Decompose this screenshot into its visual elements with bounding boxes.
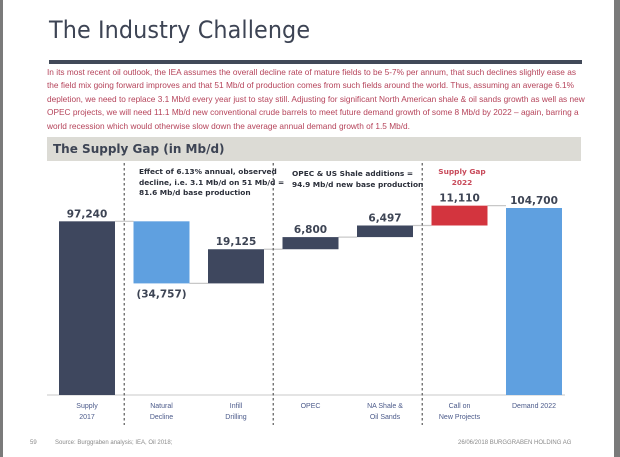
category-label: Decline — [150, 414, 173, 421]
section-header: The Supply Gap (in Mb/d) — [47, 137, 581, 161]
category-label: Natural — [150, 403, 173, 410]
category-label: Infill — [230, 403, 243, 410]
bar-call-on-new-projects — [431, 205, 488, 226]
bar-infill-drilling — [208, 249, 264, 284]
intro-paragraph: In its most recent oil outlook, the IEA … — [47, 67, 585, 131]
category-label: New Projects — [439, 414, 481, 421]
source-note: Source: Burggraben analysis; IEA, Oil 20… — [55, 440, 173, 446]
annotation-additions: OPEC & US Shale additions = 94.9 Mb/d ne… — [292, 169, 424, 189]
bar-na-shale-oil-sands — [357, 225, 413, 238]
category-label: Oil Sands — [370, 414, 401, 421]
footer-date-company: 26/06/2018 BURGGRABEN HOLDING AG — [458, 440, 572, 446]
data-label: 19,125 — [216, 236, 257, 248]
data-label: (34,757) — [136, 288, 186, 300]
annotation-decline: Effect of 6.13% annual, observed decline… — [139, 167, 285, 197]
data-label: 97,240 — [67, 208, 108, 220]
data-label: 104,700 — [510, 195, 558, 207]
slide-page: The Industry Challenge In its most recen… — [3, 0, 614, 457]
bar-demand-2022 — [506, 208, 562, 395]
slide-title: The Industry Challenge — [49, 16, 311, 44]
data-label: 6,800 — [294, 224, 327, 236]
category-label: OPEC — [301, 403, 321, 410]
data-label: 11,110 — [439, 193, 480, 205]
page-number: 59 — [30, 440, 37, 446]
title-rule — [49, 60, 582, 64]
waterfall-chart: 97,240 Supply 2017 (34,757) Natural Decline 19… — [47, 161, 581, 431]
category-label: Supply — [76, 403, 98, 410]
category-label: Drilling — [225, 414, 247, 421]
annotation-supply-gap-line1: Supply Gap — [438, 167, 486, 176]
bar-opec — [282, 237, 339, 250]
bar-supply-2017 — [59, 221, 115, 395]
chart-canvas: 97,240 Supply 2017 (34,757) Natural Decline 19… — [47, 163, 565, 425]
bar-natural-decline — [133, 221, 190, 284]
category-label: Demand 2022 — [512, 403, 556, 410]
category-label: Call on — [449, 403, 471, 410]
annotation-supply-gap-line2: 2022 — [451, 177, 473, 187]
annotation-supply-gap: Supply Gap 2022 — [427, 167, 497, 188]
category-label: 2017 — [79, 414, 95, 421]
data-label: 6,497 — [368, 212, 401, 224]
category-label: NA Shale & — [367, 403, 403, 410]
section-title: The Supply Gap (in Mb/d) — [53, 142, 225, 156]
